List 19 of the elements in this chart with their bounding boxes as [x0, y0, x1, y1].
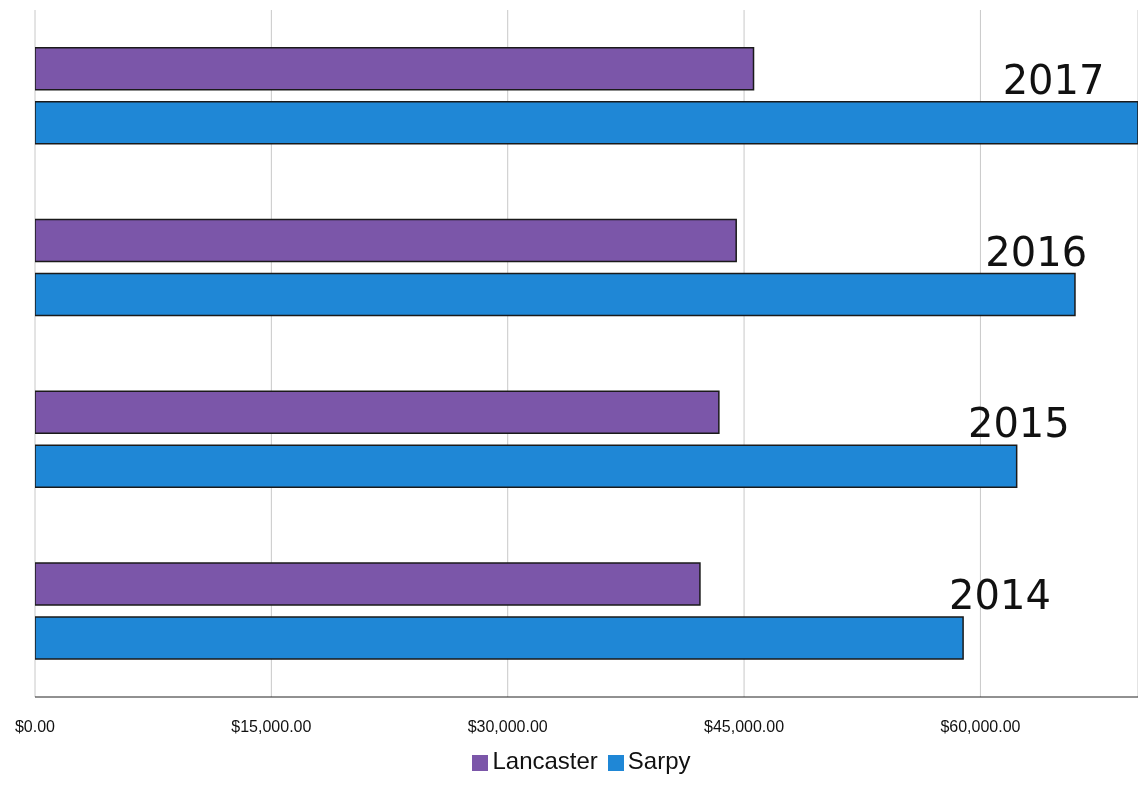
bar	[35, 562, 701, 606]
y-tick-label: 2016	[985, 228, 1088, 275]
x-tick-label: $15,000.00	[231, 718, 312, 736]
x-tick-label: $30,000.00	[467, 718, 548, 736]
bar	[35, 616, 964, 660]
legend-label: Lancaster	[492, 747, 598, 774]
bar	[35, 47, 755, 91]
x-tick-label: $60,000.00	[940, 718, 1021, 736]
bar	[35, 272, 1076, 317]
bar	[35, 218, 737, 263]
x-tick-label: $0.00	[14, 718, 56, 736]
x-tick-label: $45,000.00	[704, 718, 785, 736]
bar	[35, 390, 720, 435]
legend-label: Sarpy	[627, 747, 691, 774]
y-tick-label: 2017	[1002, 56, 1105, 103]
y-tick-label: 2014	[949, 572, 1051, 619]
bar	[35, 444, 1018, 489]
y-tick-label: 2015	[967, 400, 1070, 447]
bar	[35, 101, 1138, 145]
